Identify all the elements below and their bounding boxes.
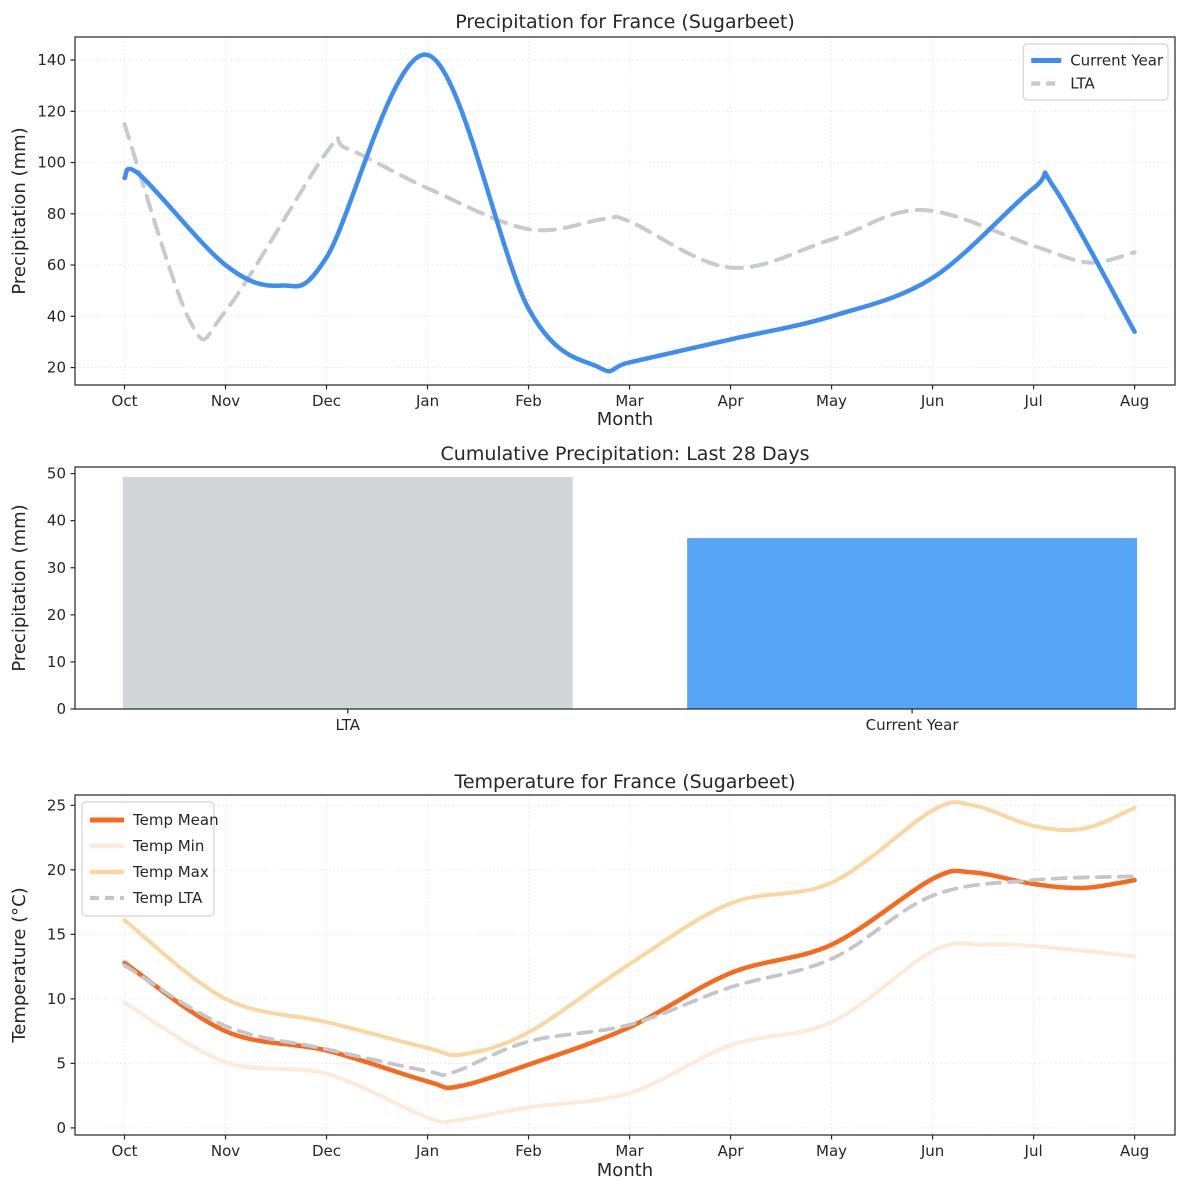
y-tick-label: 20 xyxy=(47,359,66,377)
x-tick-label: May xyxy=(816,1142,847,1160)
x-tick-label: Nov xyxy=(211,1142,240,1160)
legend-label-lta: LTA xyxy=(1070,75,1095,93)
precipitation-line-svg: Oct Nov Dec Jan Feb Mar Apr May Jun Jul Aug 20 40 60 8… xyxy=(9,11,1176,430)
x-tick-label: Nov xyxy=(211,392,240,410)
x-tick-label: Apr xyxy=(718,1142,745,1160)
x-tick-label: Jul xyxy=(1024,1142,1043,1160)
y-tick-label: 10 xyxy=(47,653,66,671)
grid-lines xyxy=(75,795,1175,1135)
x-tick-label: Feb xyxy=(515,392,542,410)
y-tick-label: 60 xyxy=(47,256,66,274)
precipitation-plot-area: Oct Nov Dec Jan Feb Mar Apr May Jun Jul Aug 20 40 60 8… xyxy=(37,36,1176,410)
axes-frame: LTA Current Year 0 10 20 30 40 50 xyxy=(47,465,1176,734)
y-tick-label: 20 xyxy=(47,606,66,624)
x-tick-label: Jun xyxy=(920,1142,944,1160)
series-temp-min xyxy=(122,941,1137,1125)
legend-label-temp-max: Temp Max xyxy=(132,863,209,881)
series-temp-mean xyxy=(122,868,1137,1091)
x-tick-label: Jan xyxy=(415,392,439,410)
precipitation-y-axis-label: Precipitation (mm) xyxy=(9,127,30,294)
cumulative-precipitation-bar-chart: LTA Current Year 0 10 20 30 40 50 Cumulative Pr… xyxy=(0,430,1200,745)
y-tick-label: 5 xyxy=(56,1054,66,1072)
temperature-y-axis-label: Temperature (°C) xyxy=(9,887,30,1043)
x-tick-label: Feb xyxy=(515,1142,542,1160)
x-tick-label: Oct xyxy=(112,1142,138,1160)
y-tick-label: 80 xyxy=(47,205,66,223)
x-tick-label: May xyxy=(816,392,847,410)
x-tick-label: Mar xyxy=(615,1142,644,1160)
bar-lta xyxy=(122,476,573,709)
y-tick-label: 0 xyxy=(56,1119,66,1137)
temperature-chart-title: Temperature for France (Sugarbeet) xyxy=(453,771,795,793)
temperature-line-chart: Oct Nov Dec Jan Feb Mar Apr May Jun Jul Aug 0 5 10 15 2… xyxy=(0,745,1200,1200)
y-tick-label: 120 xyxy=(37,102,66,120)
axes-frame: Oct Nov Dec Jan Feb Mar Apr May Jun Jul Aug 0 5 10 15 2… xyxy=(47,794,1176,1160)
temperature-plot-area: Oct Nov Dec Jan Feb Mar Apr May Jun Jul Aug 0 5 10 15 2… xyxy=(47,794,1176,1160)
bar-y-axis-label: Precipitation (mm) xyxy=(9,504,30,671)
y-tick-label: 100 xyxy=(37,154,66,172)
series-lines xyxy=(122,52,1137,374)
bar-current-year xyxy=(687,538,1138,709)
y-tick-label: 40 xyxy=(47,307,66,325)
x-tick-label: LTA xyxy=(336,716,361,734)
precipitation-x-axis-label: Month xyxy=(597,409,653,430)
y-tick-label: 40 xyxy=(47,512,66,530)
x-tick-label: Apr xyxy=(718,392,745,410)
temperature-line-svg: Oct Nov Dec Jan Feb Mar Apr May Jun Jul Aug 0 5 10 15 2… xyxy=(9,771,1176,1181)
precipitation-line-chart: Oct Nov Dec Jan Feb Mar Apr May Jun Jul Aug 20 40 60 8… xyxy=(0,0,1200,430)
y-tick-label: 50 xyxy=(47,465,66,483)
y-tick-label: 25 xyxy=(47,796,66,814)
axes-frame: Oct Nov Dec Jan Feb Mar Apr May Jun Jul Aug 20 40 60 8… xyxy=(37,36,1176,410)
bar-plot-area: LTA Current Year 0 10 20 30 40 50 xyxy=(47,465,1176,734)
x-tick-label: Mar xyxy=(615,392,644,410)
temperature-x-axis-label: Month xyxy=(597,1160,653,1181)
x-tick-label: Jan xyxy=(415,1142,439,1160)
y-tick-label: 20 xyxy=(47,861,66,879)
legend-label-temp-min: Temp Min xyxy=(132,837,204,855)
legend-label-temp-mean: Temp Mean xyxy=(132,811,219,829)
precipitation-chart-title: Precipitation for France (Sugarbeet) xyxy=(455,11,795,33)
series-lta xyxy=(122,122,1137,342)
x-tick-label: Jul xyxy=(1024,392,1043,410)
legend-label-current-year: Current Year xyxy=(1070,52,1164,70)
x-tick-label: Aug xyxy=(1120,392,1149,410)
y-tick-label: 0 xyxy=(56,700,66,718)
cumulative-precipitation-bar-svg: LTA Current Year 0 10 20 30 40 50 Cumulative Pr… xyxy=(9,443,1176,734)
bars xyxy=(122,476,1138,709)
series-temp-max xyxy=(122,800,1137,1058)
y-tick-label: 140 xyxy=(37,51,66,69)
legend: Temp Mean Temp Min Temp Max Temp LTA xyxy=(81,801,219,917)
bar-chart-title: Cumulative Precipitation: Last 28 Days xyxy=(441,443,810,465)
series-lines xyxy=(122,800,1137,1125)
x-tick-label: Dec xyxy=(312,1142,341,1160)
y-tick-label: 10 xyxy=(47,990,66,1008)
y-tick-label: 30 xyxy=(47,559,66,577)
series-temp-lta xyxy=(122,874,1137,1078)
x-tick-label: Aug xyxy=(1120,1142,1149,1160)
x-tick-label: Current Year xyxy=(866,716,960,734)
x-tick-label: Dec xyxy=(312,392,341,410)
series-current-year xyxy=(122,52,1137,374)
y-tick-label: 15 xyxy=(47,925,66,943)
x-tick-label: Oct xyxy=(112,392,138,410)
x-tick-label: Jun xyxy=(920,392,944,410)
legend-label-temp-lta: Temp LTA xyxy=(132,889,203,907)
legend: Current Year LTA xyxy=(1022,43,1169,101)
